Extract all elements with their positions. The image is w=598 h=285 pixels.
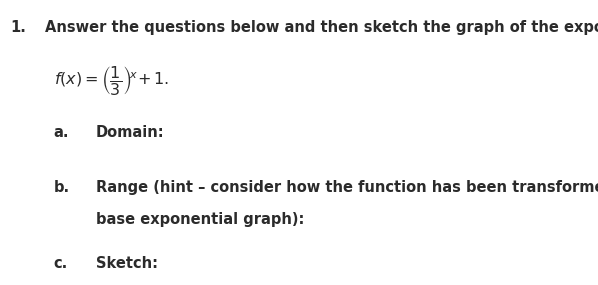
Text: Answer the questions below and then sketch the graph of the exponential function: Answer the questions below and then sket… — [45, 20, 598, 35]
Text: 1.: 1. — [11, 20, 27, 35]
Text: base exponential graph):: base exponential graph): — [96, 212, 304, 227]
Text: c.: c. — [54, 256, 68, 272]
Text: Domain:: Domain: — [96, 125, 164, 141]
Text: Range (hint – consider how the function has been transformed compared to a: Range (hint – consider how the function … — [96, 180, 598, 195]
Text: b.: b. — [54, 180, 70, 195]
Text: $f(x) = \left(\dfrac{1}{3}\right)^{\!x}\! + 1.$: $f(x) = \left(\dfrac{1}{3}\right)^{\!x}\… — [54, 64, 169, 97]
Text: a.: a. — [54, 125, 69, 141]
Text: Sketch:: Sketch: — [96, 256, 158, 272]
